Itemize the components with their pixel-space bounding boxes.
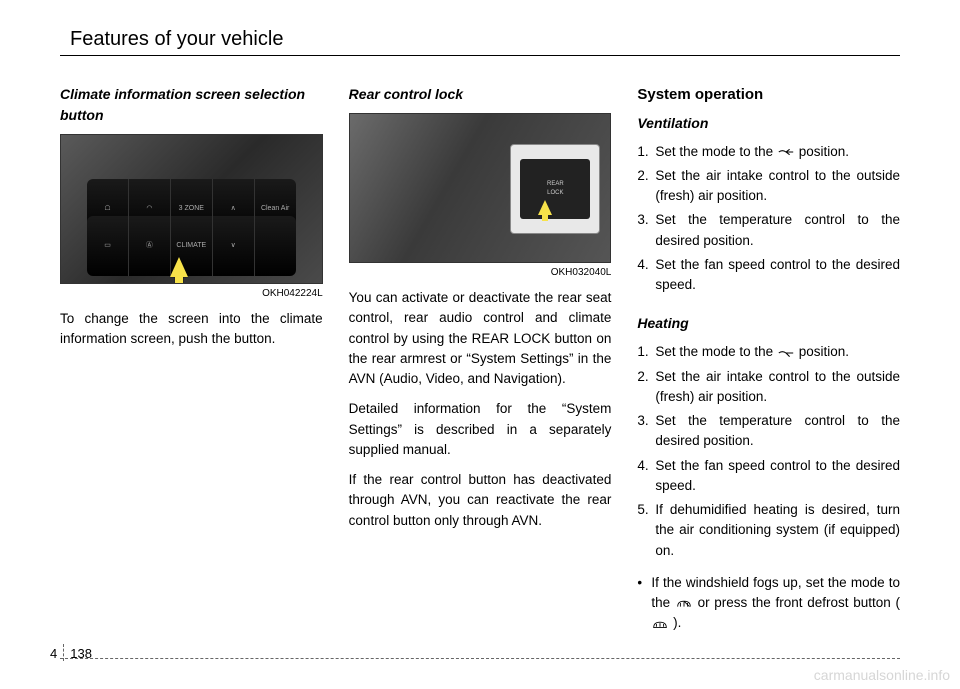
list-num: 4.	[637, 255, 655, 296]
list-text: Set the fan speed control to the desired…	[655, 255, 900, 296]
list-num: 1.	[637, 142, 655, 162]
ventilation-list: 1.Set the mode to the position. 2.Set th…	[637, 142, 900, 296]
list-item: 1.Set the mode to the position.	[637, 342, 900, 362]
content-columns: Climate information screen selection but…	[60, 84, 900, 634]
front-defrost-icon	[651, 619, 669, 629]
list-item: 3.Set the temperature control to the des…	[637, 210, 900, 251]
col1-heading: Climate information screen selection but…	[60, 84, 323, 126]
col1-figure: ☖ ◠ 3 ZONE ∧ Clean Air ▭ Ⓐ CLIMATE ∨	[60, 134, 323, 284]
list-item: 4.Set the fan speed control to the desir…	[637, 255, 900, 296]
column-2: Rear control lock REAR LOCK OKH032040L Y…	[349, 84, 612, 634]
list-item: 1.Set the mode to the position.	[637, 142, 900, 162]
pointer-arrow-icon	[170, 257, 188, 277]
list-text: Set the temperature control to the desir…	[655, 210, 900, 251]
footer: 4 138	[60, 658, 900, 659]
spacer	[637, 299, 900, 313]
panel-btn-blank	[255, 216, 296, 275]
footer-chapter: 4	[50, 644, 64, 661]
panel-btn-down: ∨	[213, 216, 255, 275]
header-title: Features of your vehicle	[60, 28, 900, 51]
list-item: 2.Set the air intake control to the outs…	[637, 367, 900, 408]
list-item: 5.If dehumidified heating is desired, tu…	[637, 500, 900, 561]
panel-btn-rear-defrost-icon: ▭	[87, 216, 129, 275]
bullet-item: • If the windshield fogs up, set the mod…	[637, 573, 900, 634]
column-3: System operation Ventilation 1.Set the m…	[637, 84, 900, 634]
list-text: Set the temperature control to the desir…	[655, 411, 900, 452]
list-text: Set the air intake control to the outsid…	[655, 367, 900, 408]
list-num: 4.	[637, 456, 655, 497]
col2-p2: Detailed information for the “System Set…	[349, 399, 612, 460]
heating-sub: Heating	[637, 313, 900, 334]
footer-rule	[60, 658, 900, 659]
panel-btn-auto-icon: Ⓐ	[129, 216, 171, 275]
heating-list: 1.Set the mode to the position. 2.Set th…	[637, 342, 900, 561]
footer-page: 138	[64, 644, 92, 661]
col2-heading: Rear control lock	[349, 84, 612, 105]
col1-body: To change the screen into the climate in…	[60, 309, 323, 350]
list-item: 2.Set the air intake control to the outs…	[637, 166, 900, 207]
climate-panel-2: ▭ Ⓐ CLIMATE ∨	[87, 216, 296, 275]
list-num: 3.	[637, 210, 655, 251]
list-num: 5.	[637, 500, 655, 561]
page: Features of your vehicle Climate informa…	[0, 0, 960, 689]
ventilation-sub: Ventilation	[637, 113, 900, 134]
header-rule	[60, 55, 900, 56]
col3-heading: System operation	[637, 84, 900, 107]
bullet-text: If the windshield fogs up, set the mode …	[651, 573, 900, 634]
col2-p1: You can activate or deactivate the rear …	[349, 288, 612, 389]
pointer-arrow-icon	[538, 200, 552, 215]
list-text: Set the fan speed control to the desired…	[655, 456, 900, 497]
list-text: If dehumidified heating is desired, turn…	[655, 500, 900, 561]
bullet-mark: •	[637, 573, 651, 634]
list-item: 3.Set the temperature control to the des…	[637, 411, 900, 452]
col2-figure: REAR LOCK	[349, 113, 612, 263]
rear-lock-label: REAR LOCK	[547, 180, 564, 198]
floor-vent-icon	[777, 348, 795, 358]
rear-callout: REAR LOCK	[510, 144, 600, 234]
list-text: Set the mode to the position.	[655, 342, 900, 362]
column-1: Climate information screen selection but…	[60, 84, 323, 634]
list-text: Set the air intake control to the outsid…	[655, 166, 900, 207]
defrost-floor-icon	[675, 598, 693, 608]
footer-pagenum: 4 138	[50, 644, 92, 661]
list-num: 2.	[637, 166, 655, 207]
col2-figure-caption: OKH032040L	[349, 265, 612, 280]
list-num: 2.	[637, 367, 655, 408]
face-vent-icon	[777, 147, 795, 157]
rear-lock-panel: REAR LOCK	[520, 159, 590, 219]
list-item: 4.Set the fan speed control to the desir…	[637, 456, 900, 497]
list-num: 1.	[637, 342, 655, 362]
col2-p3: If the rear control button has deactivat…	[349, 470, 612, 531]
col1-figure-image: ☖ ◠ 3 ZONE ∧ Clean Air ▭ Ⓐ CLIMATE ∨	[60, 134, 323, 284]
list-text: Set the mode to the position.	[655, 142, 900, 162]
list-num: 3.	[637, 411, 655, 452]
watermark: carmanualsonline.info	[814, 667, 950, 683]
col2-figure-image: REAR LOCK	[349, 113, 612, 263]
col1-figure-caption: OKH042224L	[60, 286, 323, 301]
